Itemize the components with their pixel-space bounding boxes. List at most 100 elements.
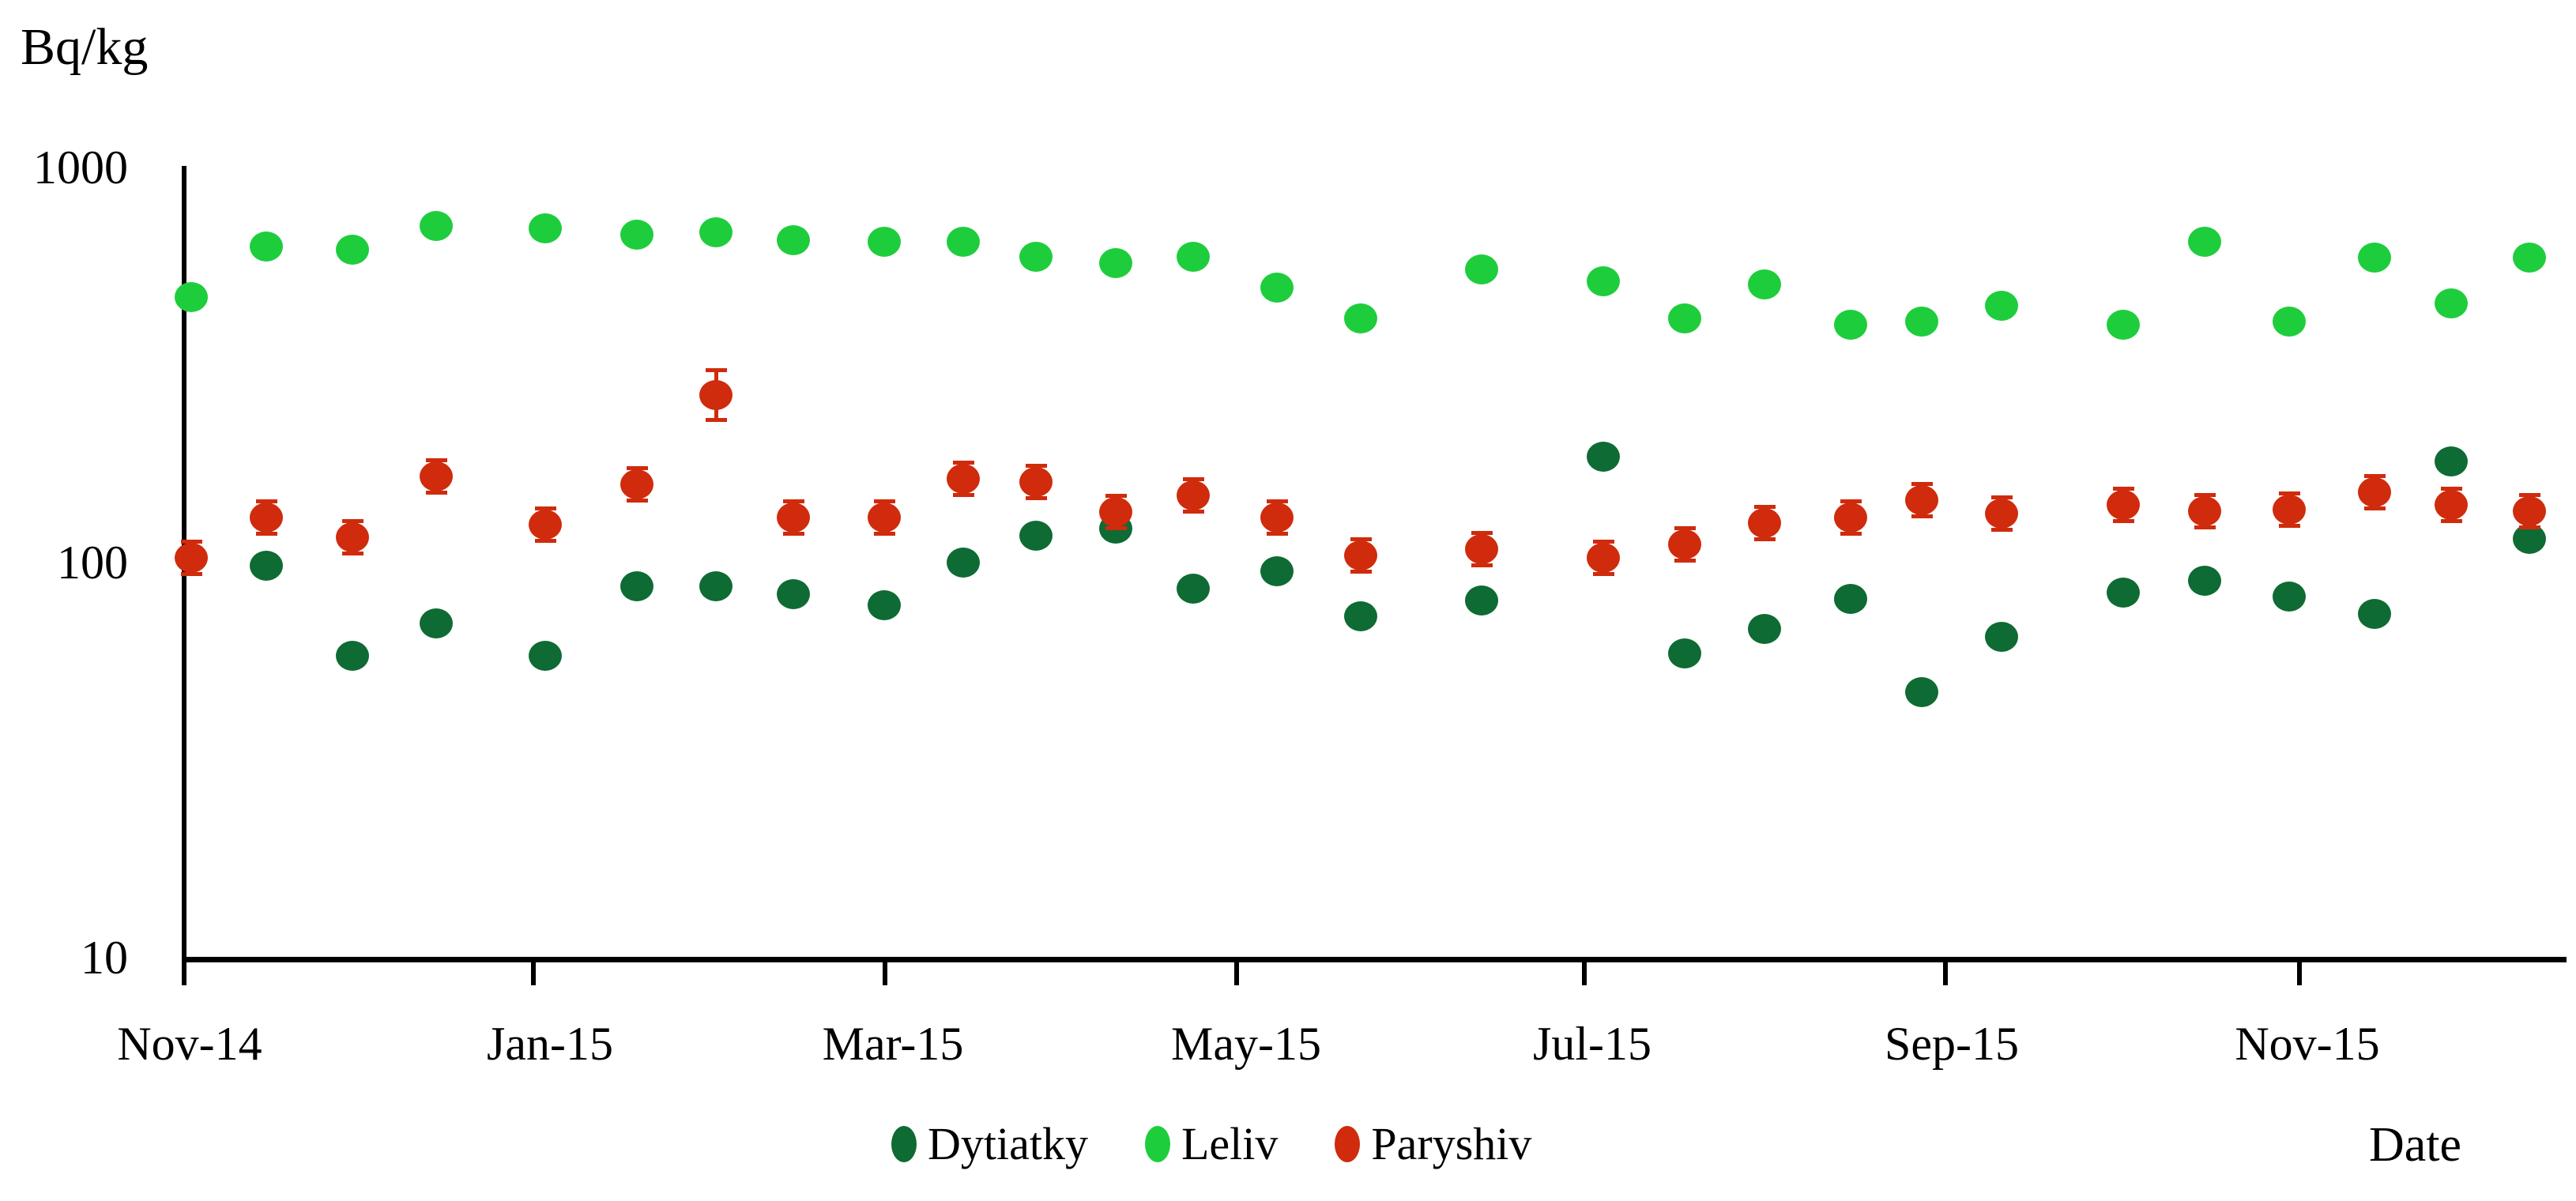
- error-bar-cap: [1674, 559, 1696, 563]
- data-point-leliv: [2435, 288, 2468, 318]
- error-bar-cap: [2194, 525, 2216, 529]
- data-point-dytiatky: [2358, 599, 2391, 630]
- y-tick-label: 100: [57, 536, 128, 589]
- data-point-dytiatky: [1905, 676, 1938, 707]
- data-point-dytiatky: [1985, 621, 2018, 652]
- data-point-paryshiv: [529, 509, 562, 540]
- data-point-leliv: [777, 224, 810, 255]
- error-bar-cap: [1025, 463, 1047, 468]
- data-point-dytiatky: [1834, 583, 1867, 614]
- x-tick-label: Nov-14: [117, 1018, 262, 1070]
- error-bar-cap: [2440, 486, 2462, 491]
- data-point-dytiatky: [2273, 582, 2306, 612]
- error-bar-cap: [1592, 571, 1614, 576]
- error-bar-cap: [873, 499, 895, 504]
- data-point-paryshiv: [620, 469, 653, 499]
- legend-item-dytiatky: Dytiatky: [891, 1119, 1088, 1169]
- error-bar-cap: [341, 518, 363, 523]
- error-bar-cap: [1592, 539, 1614, 544]
- x-tick-mark: [1234, 959, 1239, 985]
- data-point-leliv: [2513, 242, 2546, 273]
- error-bar-cap: [626, 465, 648, 470]
- data-point-leliv: [1344, 303, 1377, 333]
- error-bar-cap: [1182, 509, 1204, 514]
- data-point-dytiatky: [1260, 556, 1294, 587]
- data-point-dytiatky: [2107, 577, 2140, 608]
- data-point-dytiatky: [2188, 565, 2221, 596]
- data-point-dytiatky: [336, 641, 369, 672]
- error-bar-cap: [626, 498, 648, 503]
- error-bar-cap: [255, 499, 277, 504]
- error-bar-cap: [341, 551, 363, 555]
- data-point-paryshiv: [175, 542, 208, 573]
- error-bar-cap: [2112, 486, 2134, 491]
- error-bar-cap: [1753, 536, 1776, 541]
- data-point-leliv: [1465, 254, 1498, 284]
- error-bar-cap: [1266, 532, 1288, 536]
- error-bar-cap: [1674, 526, 1696, 531]
- y-axis-title: Bq/kg: [21, 18, 149, 76]
- data-point-paryshiv: [1465, 534, 1498, 565]
- data-point-paryshiv: [2188, 495, 2221, 526]
- error-bar-cap: [1471, 563, 1493, 568]
- error-bar-cap: [1105, 494, 1127, 499]
- data-point-leliv: [420, 211, 453, 242]
- error-bar-cap: [1840, 499, 1862, 504]
- data-point-leliv: [1260, 272, 1294, 303]
- legend-item-leliv: Leliv: [1144, 1118, 1279, 1169]
- legend-label: Leliv: [1181, 1118, 1279, 1169]
- error-bar-cap: [2363, 506, 2386, 510]
- error-bar-cap: [782, 532, 804, 536]
- data-point-dytiatky: [1019, 520, 1053, 551]
- data-point-paryshiv: [1344, 540, 1377, 571]
- y-tick-label: 10: [81, 932, 128, 984]
- data-point-paryshiv: [1177, 480, 1210, 510]
- data-point-paryshiv: [1019, 466, 1053, 497]
- error-bar-cap: [952, 460, 974, 465]
- data-point-paryshiv: [2273, 495, 2306, 525]
- x-tick-mark: [1582, 959, 1587, 985]
- error-bar-cap: [180, 571, 202, 576]
- error-bar-cap: [255, 532, 277, 536]
- error-bar-cap: [873, 532, 895, 536]
- x-tick-label: Nov-15: [2235, 1018, 2380, 1070]
- data-point-leliv: [336, 234, 369, 265]
- data-point-paryshiv: [1099, 497, 1132, 528]
- x-axis-line: [182, 957, 2567, 962]
- x-tick-label: Mar-15: [822, 1018, 964, 1070]
- error-bar-cap: [2112, 518, 2134, 523]
- data-point-leliv: [947, 226, 980, 257]
- y-tick-label: 1000: [33, 141, 128, 194]
- data-point-paryshiv: [2358, 476, 2391, 507]
- error-bar-cap: [1990, 495, 2013, 500]
- data-point-leliv: [2358, 242, 2391, 273]
- data-point-dytiatky: [2435, 446, 2468, 477]
- error-bar-cap: [425, 491, 447, 495]
- legend-label: Dytiatky: [928, 1118, 1088, 1169]
- x-tick-mark: [182, 959, 186, 985]
- data-point-dytiatky: [1748, 613, 1781, 644]
- legend-marker-icon: [1144, 1126, 1170, 1162]
- data-point-paryshiv: [1905, 484, 1938, 515]
- data-point-paryshiv: [336, 521, 369, 552]
- data-point-leliv: [2273, 307, 2306, 337]
- legend-marker-icon: [1335, 1126, 1361, 1162]
- error-bar-cap: [1471, 531, 1493, 536]
- data-point-paryshiv: [250, 503, 283, 533]
- data-point-dytiatky: [420, 608, 453, 639]
- x-tick-label: Jan-15: [487, 1018, 613, 1070]
- error-bar-cap: [2278, 491, 2300, 496]
- data-point-leliv: [620, 220, 653, 250]
- error-bar-cap: [952, 492, 974, 497]
- data-point-leliv: [1668, 303, 1701, 333]
- data-point-leliv: [1177, 242, 1210, 273]
- data-point-leliv: [1587, 266, 1620, 297]
- data-point-leliv: [1748, 269, 1781, 299]
- error-bar-cap: [1911, 514, 1933, 518]
- data-point-dytiatky: [947, 548, 980, 578]
- data-point-leliv: [2188, 226, 2221, 257]
- error-bar-cap: [1840, 532, 1862, 536]
- data-point-leliv: [868, 226, 901, 257]
- data-point-paryshiv: [947, 463, 980, 494]
- error-bar-cap: [1911, 481, 1933, 486]
